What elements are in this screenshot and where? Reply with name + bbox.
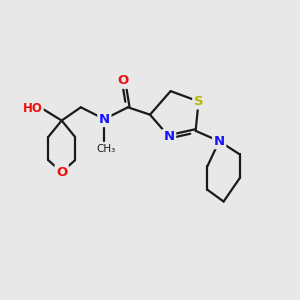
- Text: HO: HO: [23, 102, 43, 115]
- Text: S: S: [194, 95, 203, 108]
- Text: N: N: [164, 130, 175, 143]
- Text: N: N: [214, 135, 225, 148]
- Text: CH₃: CH₃: [96, 144, 116, 154]
- Text: N: N: [99, 112, 110, 126]
- Text: O: O: [56, 166, 67, 178]
- Text: O: O: [118, 74, 129, 87]
